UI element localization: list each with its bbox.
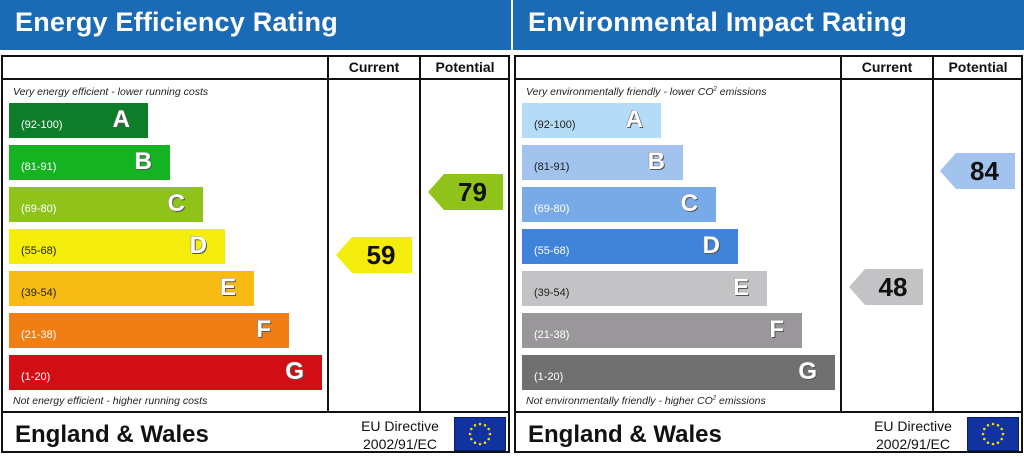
environment-band-a: (92-100) A — [522, 103, 661, 138]
band-range: (81-91) — [534, 161, 570, 173]
band-letter: B — [134, 148, 152, 175]
caption-text: Not environmentally friendly - higher CO — [526, 395, 713, 407]
energy-divider-current — [327, 55, 329, 413]
band-range: (55-68) — [534, 245, 570, 257]
energy-frame — [1, 55, 510, 453]
band-letter: G — [285, 358, 304, 385]
environment-header-divider — [514, 78, 1023, 80]
energy-efficiency-panel: Energy Efficiency Rating Current Potenti… — [0, 0, 511, 457]
environment-directive: EU Directive 2002/91/EC — [865, 417, 961, 453]
eu-flag-icon — [454, 417, 506, 451]
eu-flag-icon — [967, 417, 1019, 451]
environment-col-current: Current — [861, 59, 913, 75]
caption-superscript: 2 — [712, 395, 717, 402]
band-letter: G — [798, 358, 817, 385]
environment-title: Environmental Impact Rating — [528, 7, 907, 37]
caption-text: Very environmentally friendly - lower CO — [526, 86, 714, 98]
band-letter: B — [647, 148, 665, 175]
band-letter: A — [625, 106, 643, 133]
energy-col-potential: Potential — [435, 59, 495, 75]
band-range: (21-38) — [534, 329, 570, 341]
band-range: (39-54) — [534, 287, 570, 299]
energy-current-value: 59 — [366, 240, 396, 270]
environment-current-value: 48 — [878, 272, 908, 302]
energy-top-caption: Very energy efficient - lower running co… — [13, 86, 209, 98]
environment-band-f: (21-38) F — [522, 313, 802, 348]
band-range: (1-20) — [534, 371, 564, 383]
caption-superscript: 2 — [713, 86, 717, 93]
directive-line2: 2002/91/EC — [876, 436, 950, 452]
band-range: (39-54) — [21, 287, 57, 299]
directive-line1: EU Directive — [874, 418, 952, 434]
band-range: (92-100) — [21, 119, 63, 131]
caption-text: emissions — [716, 86, 767, 98]
band-letter: E — [219, 274, 236, 301]
energy-band-d: (55-68) D — [9, 229, 225, 264]
energy-potential-value: 79 — [458, 177, 487, 207]
energy-band-b: (81-91) B — [9, 145, 170, 180]
environment-band-e: (39-54) E — [522, 271, 767, 306]
band-range: (55-68) — [21, 245, 57, 257]
environment-col-potential: Potential — [948, 59, 1008, 75]
environment-divider-current — [840, 55, 842, 413]
energy-band-f: (21-38) F — [9, 313, 289, 348]
environment-band-g: (1-20) G — [522, 355, 835, 390]
arrow-shape-icon — [336, 237, 412, 273]
environment-potential-value: 84 — [970, 156, 999, 186]
arrow-shape-icon — [428, 174, 503, 210]
energy-col-current: Current — [348, 59, 400, 75]
environmental-impact-panel: Environmental Impact Rating Current Pote… — [513, 0, 1024, 457]
environment-region: England & Wales — [528, 421, 722, 448]
energy-band-e: (39-54) E — [9, 271, 254, 306]
energy-directive: EU Directive 2002/91/EC — [352, 417, 448, 453]
band-range: (69-80) — [21, 203, 57, 215]
energy-region: England & Wales — [15, 421, 209, 448]
energy-band-c: (69-80) C — [9, 187, 203, 222]
environment-bottom-caption: Not environmentally friendly - higher CO… — [526, 395, 766, 407]
energy-current-indicator: 59 — [336, 237, 412, 273]
directive-line2: 2002/91/EC — [363, 436, 437, 452]
energy-band-g: (1-20) G — [9, 355, 322, 390]
band-letter: E — [732, 274, 749, 301]
band-letter: D — [702, 232, 720, 259]
environment-current-indicator: 48 — [849, 269, 923, 305]
environment-title-band: Environmental Impact Rating — [513, 0, 1024, 50]
environment-footer-divider — [514, 411, 1023, 413]
band-letter: A — [112, 106, 130, 133]
band-range: (81-91) — [21, 161, 57, 173]
band-range: (69-80) — [534, 203, 570, 215]
energy-title: Energy Efficiency Rating — [15, 7, 338, 37]
band-range: (92-100) — [534, 119, 576, 131]
arrow-shape-icon — [849, 269, 923, 305]
environment-divider-potential — [932, 55, 934, 413]
energy-footer-divider — [1, 411, 510, 413]
energy-potential-indicator: 79 — [428, 174, 503, 210]
directive-line1: EU Directive — [361, 418, 439, 434]
arrow-shape-icon — [940, 153, 1015, 189]
environment-top-caption: Very environmentally friendly - lower CO… — [526, 86, 766, 98]
band-letter: C — [680, 190, 698, 217]
energy-band-a: (92-100) A — [9, 103, 148, 138]
band-range: (1-20) — [21, 371, 51, 383]
energy-bottom-caption: Not energy efficient - higher running co… — [13, 395, 208, 407]
caption-text: emissions — [716, 395, 766, 407]
environment-frame — [514, 55, 1023, 453]
band-letter: F — [769, 316, 784, 343]
band-letter: C — [167, 190, 185, 217]
energy-divider-potential — [419, 55, 421, 413]
band-range: (21-38) — [21, 329, 57, 341]
energy-header-divider — [1, 78, 510, 80]
band-letter: F — [256, 316, 271, 343]
energy-title-band: Energy Efficiency Rating — [0, 0, 511, 50]
environment-band-d: (55-68) D — [522, 229, 738, 264]
band-letter: D — [189, 232, 207, 259]
environment-potential-indicator: 84 — [940, 153, 1015, 189]
environment-band-c: (69-80) C — [522, 187, 716, 222]
environment-band-b: (81-91) B — [522, 145, 683, 180]
